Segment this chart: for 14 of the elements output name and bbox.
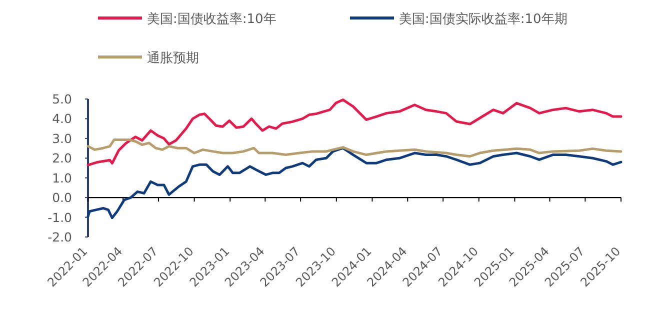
legend-label: 美国:国债收益率:10年 xyxy=(147,11,276,27)
y-tick-label: 1.0 xyxy=(52,170,72,186)
y-tick-label: 3.0 xyxy=(52,130,72,146)
line-series xyxy=(86,138,622,158)
y-tick-label: -1.0 xyxy=(48,210,72,225)
line-series xyxy=(86,146,622,220)
line-series xyxy=(86,98,622,166)
y-tick-label: 5.0 xyxy=(52,92,72,106)
legend-label: 通胀预期 xyxy=(147,51,199,66)
y-tick-label: 4.0 xyxy=(52,111,72,126)
y-tick-label: 0.0 xyxy=(52,190,72,206)
y-tick-label: -2.0 xyxy=(48,230,72,244)
y-tick-label: 2.0 xyxy=(52,150,72,166)
legend-label: 美国:国债实际收益率:10年期 xyxy=(399,11,568,27)
